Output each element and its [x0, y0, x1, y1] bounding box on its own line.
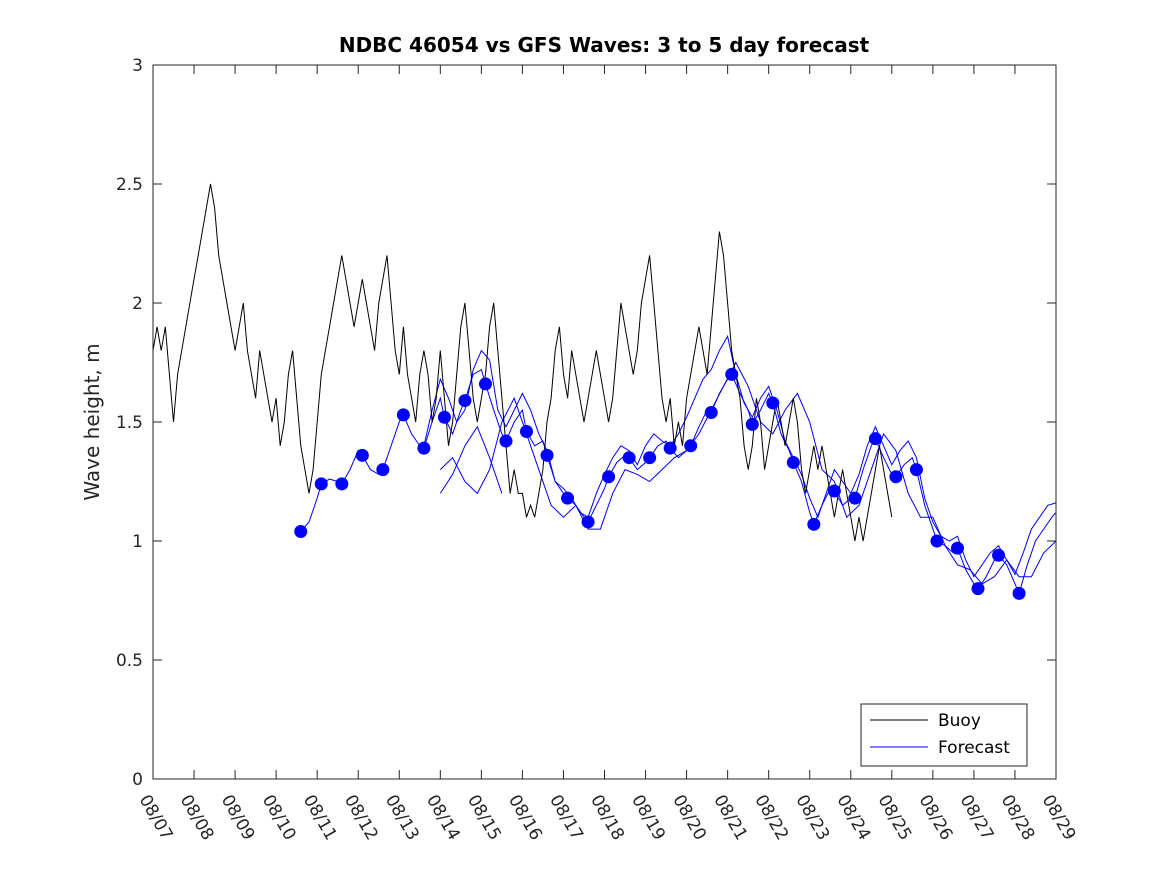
forecast-point — [458, 394, 472, 408]
buoy-series-line — [152, 183, 893, 542]
y-tick-label: 3 — [132, 56, 143, 76]
chart-title: NDBC 46054 vs GFS Waves: 3 to 5 day fore… — [339, 33, 870, 57]
forecast-point — [376, 463, 390, 477]
forecast-point — [930, 534, 944, 548]
forecast-point — [437, 410, 451, 424]
forecast-point — [314, 477, 328, 491]
forecast-point — [1012, 586, 1026, 600]
forecast-point — [889, 470, 903, 484]
y-axis-label: Wave height, m — [80, 343, 104, 500]
forecast-series-line — [439, 425, 503, 494]
forecast-point — [499, 434, 513, 448]
forecast-point — [417, 441, 431, 455]
forecast-point — [581, 515, 595, 529]
forecast-point — [663, 441, 677, 455]
forecast-point — [643, 451, 657, 465]
forecast-series-line — [439, 361, 1057, 585]
forecast-point — [766, 396, 780, 410]
forecast-point — [992, 548, 1006, 562]
y-tick-label: 0 — [132, 770, 143, 790]
plot-area — [152, 183, 1057, 600]
forecast-point — [704, 405, 718, 419]
y-tick-label: 1.5 — [116, 413, 143, 433]
forecast-point — [622, 451, 636, 465]
forecast-point — [294, 524, 308, 538]
forecast-point — [868, 432, 882, 446]
forecast-point — [807, 517, 821, 531]
legend-forecast-label: Forecast — [938, 738, 1010, 758]
forecast-point — [561, 491, 575, 505]
forecast-point — [848, 491, 862, 505]
forecast-point — [684, 439, 698, 453]
forecast-series-line — [300, 368, 1057, 595]
y-tick-label: 1 — [132, 532, 143, 552]
y-axis: 0 0.5 1 1.5 2 2.5 3 — [116, 56, 1056, 790]
y-tick-label: 2.5 — [116, 175, 143, 195]
y-tick-label: 0.5 — [116, 651, 143, 671]
forecast-point — [540, 448, 554, 462]
forecast-point — [909, 463, 923, 477]
forecast-point — [725, 367, 739, 381]
forecast-point — [745, 417, 759, 431]
legend-box — [860, 703, 1028, 767]
forecast-point — [396, 408, 410, 422]
forecast-point — [971, 582, 985, 596]
legend-buoy-label: Buoy — [938, 711, 981, 731]
forecast-point — [786, 455, 800, 469]
forecast-point — [602, 470, 616, 484]
forecast-point — [827, 484, 841, 498]
forecast-point — [355, 448, 369, 462]
forecast-point — [950, 541, 964, 555]
forecast-point — [520, 425, 534, 439]
y-tick-label: 2 — [132, 294, 143, 314]
forecast-point — [478, 377, 492, 391]
forecast-series-line — [423, 334, 1057, 578]
legend: Buoy Forecast — [860, 703, 1028, 767]
forecast-point — [335, 477, 349, 491]
